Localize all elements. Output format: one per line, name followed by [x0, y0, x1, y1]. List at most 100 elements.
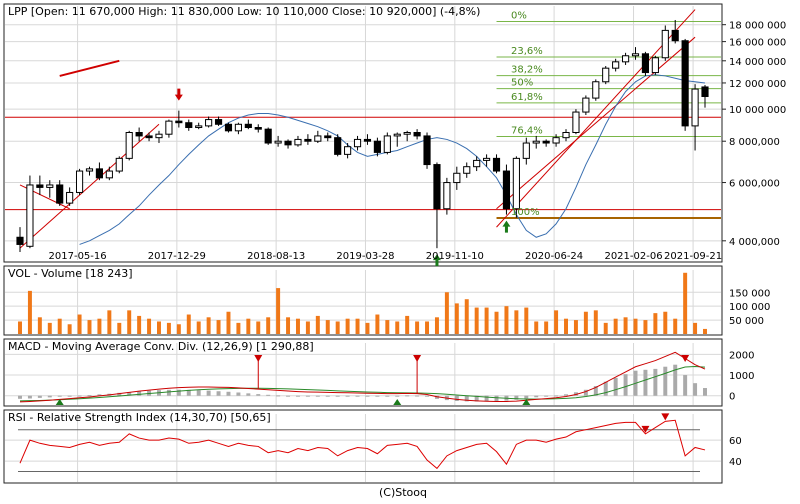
macd-histogram-bar [286, 395, 291, 397]
candlestick [115, 156, 123, 174]
candlestick [363, 134, 372, 145]
y-tick-label: 10 000 000 [729, 105, 786, 116]
candle-body [502, 170, 511, 210]
candlestick [622, 52, 630, 65]
candlestick [344, 143, 352, 159]
candle-body [641, 53, 650, 74]
volume-bar [47, 322, 52, 334]
volume-bar [524, 307, 529, 334]
candlestick [631, 47, 640, 60]
candle-body [46, 184, 54, 188]
macd-sell-marker [254, 355, 263, 362]
volume-bar [415, 321, 420, 334]
volume-bar [57, 318, 62, 334]
macd-histogram-bar [77, 395, 82, 397]
candle-body [353, 138, 362, 148]
volume-bar [117, 322, 122, 334]
macd-buy-marker [393, 399, 402, 405]
y-tick-label: 8 000,000 [729, 137, 780, 148]
rsi-tick-label: 40 [729, 457, 742, 468]
volume-bar [246, 318, 251, 334]
volume-bar [653, 313, 658, 334]
volume-bar [643, 320, 648, 334]
candle-body [324, 135, 332, 139]
macd-histogram-bar [583, 389, 588, 396]
candle-body [304, 138, 312, 142]
volume-bar [87, 320, 92, 334]
macd-histogram-bar [266, 394, 271, 396]
macd-histogram-bar [623, 374, 628, 396]
candlestick [492, 154, 501, 174]
candle-body [284, 140, 292, 146]
macd-sell-marker [681, 355, 690, 362]
candlestick [95, 162, 103, 181]
macd-histogram-bar [127, 392, 132, 396]
candle-body [224, 123, 233, 132]
volume-bar [444, 292, 449, 334]
candlestick [254, 124, 262, 133]
volume-bar [434, 317, 439, 334]
macd-histogram-bar [67, 395, 72, 397]
candlestick [483, 154, 491, 167]
x-tick-label: 2019-03-28 [336, 251, 394, 262]
volume-bar [554, 310, 559, 334]
volume-bar [583, 311, 588, 334]
candle-body [512, 157, 520, 210]
candle-body [443, 182, 451, 210]
candle-body [373, 140, 381, 153]
candlestick [324, 132, 332, 142]
volume-bar [573, 320, 578, 334]
candlestick [314, 130, 322, 144]
volume-bar [534, 321, 539, 334]
volume-bar [67, 324, 72, 334]
macd-histogram-bar [683, 375, 688, 396]
rsi-header: RSI - Relative Strength Index (14,30,70)… [8, 411, 271, 424]
candle-body [423, 135, 431, 166]
candle-body [552, 137, 560, 144]
volume-bar [683, 272, 688, 334]
axis-labels: 2017-05-16 2017-12-29 2018-08-13 2019-03-28… [49, 11, 787, 469]
candlestick [691, 84, 699, 151]
trend-line [19, 123, 160, 249]
y-tick-label: 4 000,000 [729, 237, 780, 248]
macd-histogram-bar [315, 395, 320, 397]
macd-histogram-bar [276, 395, 281, 397]
candle-body [383, 135, 391, 153]
volume-tick-label: 100 000 [729, 302, 770, 313]
moving-average-line [79, 74, 706, 245]
candlestick [46, 180, 54, 198]
volume-tick-label: 150 000 [729, 288, 770, 299]
volume-bar [673, 318, 678, 334]
volume-bar [305, 321, 310, 334]
macd-histogram-bar [117, 392, 122, 396]
candlestick [284, 139, 292, 149]
macd-histogram-bar [37, 395, 42, 398]
macd-tick-label: 0 [729, 392, 735, 403]
macd-histogram-bar [603, 381, 608, 396]
macd-histogram-bar [564, 394, 568, 396]
rsi-tick-label: 60 [729, 436, 742, 447]
volume-bar [564, 318, 568, 334]
candlestick [681, 38, 689, 131]
macd-histogram-bar [375, 395, 380, 397]
candle-body [582, 97, 590, 113]
candlestick [443, 177, 451, 215]
macd-histogram-bar [216, 391, 221, 396]
sell-signal-arrow [174, 88, 183, 101]
volume-bar [216, 320, 221, 334]
candlestick [334, 134, 342, 157]
candle-body [522, 142, 530, 159]
candlestick [205, 116, 213, 128]
candlestick [214, 116, 223, 126]
macd-histogram-bar [653, 368, 658, 396]
volume-bar [176, 324, 181, 334]
volume-bar [395, 321, 400, 334]
macd-histogram-bar [97, 394, 102, 396]
macd-histogram-bar [137, 391, 142, 396]
macd-histogram-bar [415, 395, 420, 397]
y-tick-label: 16 000 000 [729, 38, 786, 49]
candlestick [165, 119, 173, 138]
footer-credit: (C)Stooq [379, 486, 427, 499]
macd-histogram-bar [196, 390, 201, 396]
candlestick [572, 109, 580, 135]
